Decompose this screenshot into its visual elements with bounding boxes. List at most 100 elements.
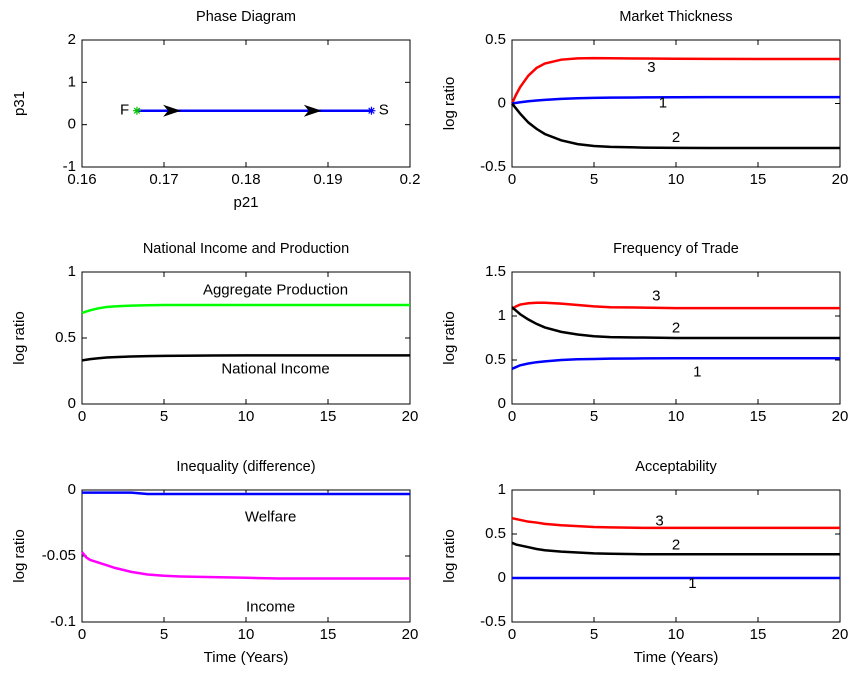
x-tick-label: 10	[238, 626, 255, 643]
x-tick-label: 15	[750, 408, 767, 425]
x-tick-label: 20	[402, 408, 419, 425]
direction-arrow	[303, 104, 322, 117]
panel-title: Phase Diagram	[196, 9, 296, 25]
x-tick-label: 0.2	[400, 171, 421, 188]
data-line	[82, 491, 410, 496]
x-tick-label: 20	[832, 408, 849, 425]
y-tick-label: 0.5	[485, 31, 506, 48]
star-marker	[367, 106, 376, 115]
y-tick-label: 1	[498, 307, 506, 324]
annotation: Aggregate Production	[203, 281, 348, 298]
data-line	[81, 354, 410, 362]
y-tick-label: 0.5	[485, 525, 506, 542]
panel-title: National Income and Production	[143, 241, 349, 257]
y-tick-label: -1	[63, 158, 76, 175]
star-marker	[132, 106, 141, 115]
annotation: Welfare	[245, 509, 296, 526]
y-tick-label: 0	[498, 94, 506, 111]
y-tick-label: -0.05	[42, 547, 76, 564]
direction-arrow	[163, 104, 182, 117]
y-tick-label: 0	[498, 569, 506, 586]
annotation: 2	[672, 536, 680, 553]
x-tick-label: 0	[78, 408, 86, 425]
x-tick-label: 20	[832, 626, 849, 643]
x-tick-label: 15	[320, 408, 337, 425]
y-axis-label: p31	[11, 91, 28, 116]
y-tick-label: 1	[68, 263, 76, 280]
annotation: 3	[647, 59, 655, 76]
x-tick-label: 5	[160, 408, 168, 425]
annotation: National Income	[221, 361, 329, 378]
y-tick-label: 0	[68, 116, 76, 133]
x-tick-label: 0.17	[149, 171, 178, 188]
data-line	[511, 306, 840, 340]
data-line	[81, 303, 410, 315]
x-tick-label: 0	[78, 626, 86, 643]
y-axis-label: log ratio	[11, 311, 28, 364]
x-tick-label: 10	[668, 408, 685, 425]
y-tick-label: 1.5	[485, 263, 506, 280]
annotation: S	[379, 102, 389, 119]
x-tick-label: 0	[508, 408, 516, 425]
annotation: 1	[659, 94, 667, 111]
annotation: 1	[688, 575, 696, 592]
x-tick-label: 10	[668, 626, 685, 643]
data-line	[511, 102, 840, 150]
y-axis-label: log ratio	[441, 529, 458, 582]
annotation: F	[120, 102, 129, 119]
annotation: 3	[652, 288, 660, 305]
data-line	[511, 516, 840, 530]
y-axis-label: log ratio	[441, 311, 458, 364]
data-line	[511, 95, 840, 105]
panel-title: Acceptability	[635, 459, 717, 475]
x-tick-label: 10	[238, 408, 255, 425]
x-tick-label: 5	[590, 171, 598, 188]
x-tick-label: 15	[750, 171, 767, 188]
y-tick-label: 0	[498, 395, 506, 412]
data-line	[81, 551, 410, 580]
data-line	[511, 301, 840, 311]
x-tick-label: 15	[320, 626, 337, 643]
y-tick-label: 1	[68, 73, 76, 90]
annotation: 3	[655, 513, 663, 530]
panel-title: Market Thickness	[619, 9, 732, 25]
x-tick-label: 0.18	[231, 171, 260, 188]
x-tick-label: 15	[750, 626, 767, 643]
data-line	[511, 356, 840, 370]
x-tick-label: 10	[668, 171, 685, 188]
x-tick-label: 5	[590, 626, 598, 643]
x-tick-label: 5	[590, 408, 598, 425]
y-tick-label: 1	[498, 481, 506, 498]
panel-title: Inequality (difference)	[176, 459, 315, 475]
x-tick-label: 20	[832, 171, 849, 188]
y-tick-label: -0.1	[50, 613, 76, 630]
x-tick-label: 0.16	[67, 171, 96, 188]
data-line	[511, 541, 840, 556]
x-tick-label: 20	[402, 626, 419, 643]
y-tick-label: 2	[68, 31, 76, 48]
y-tick-label: -0.5	[480, 613, 506, 630]
y-tick-label: -0.5	[480, 158, 506, 175]
y-tick-label: 0	[68, 395, 76, 412]
x-tick-label: 0	[508, 171, 516, 188]
annotation: 2	[672, 319, 680, 336]
x-axis-label: p21	[233, 194, 258, 211]
annotation: 2	[672, 129, 680, 146]
x-axis-label: Time (Years)	[634, 649, 719, 666]
data-line	[510, 56, 840, 105]
x-axis-label: Time (Years)	[204, 649, 289, 666]
x-tick-label: 0	[508, 626, 516, 643]
y-tick-label: 0.5	[485, 351, 506, 368]
annotation: Income	[246, 598, 295, 615]
panel-title: Frequency of Trade	[613, 241, 739, 257]
y-tick-label: 0.5	[55, 329, 76, 346]
y-tick-label: 0	[68, 481, 76, 498]
x-tick-label: 0.19	[313, 171, 342, 188]
y-axis-label: log ratio	[441, 77, 458, 130]
axes-frame	[511, 489, 841, 623]
y-axis-label: log ratio	[11, 529, 28, 582]
annotation: 1	[693, 363, 701, 380]
axes-frame	[81, 39, 411, 168]
